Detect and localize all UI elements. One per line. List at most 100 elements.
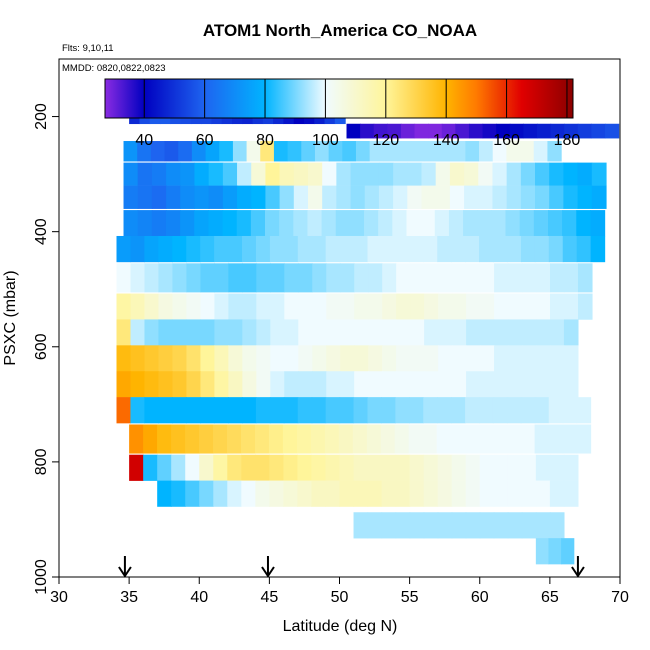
heatmap-cell bbox=[269, 480, 284, 507]
heatmap-cell bbox=[577, 263, 593, 293]
heatmap-cell bbox=[151, 162, 167, 186]
heatmap-cell bbox=[342, 141, 357, 162]
heatmap-cell bbox=[199, 454, 214, 481]
heatmap-cell bbox=[279, 185, 295, 209]
heatmap-cell bbox=[465, 397, 480, 424]
heatmap-cell bbox=[382, 371, 397, 398]
heatmap-cell bbox=[228, 319, 243, 346]
heatmap-cell bbox=[232, 141, 248, 162]
heatmap-cell bbox=[435, 162, 451, 186]
heatmap-cell bbox=[284, 319, 299, 346]
heatmap-cell bbox=[273, 141, 289, 162]
heatmap-cell bbox=[228, 397, 243, 424]
heatmap-cell bbox=[256, 263, 271, 293]
heatmap-cell bbox=[414, 123, 429, 139]
heatmap-cell bbox=[493, 512, 509, 539]
heatmap-cell bbox=[393, 162, 408, 186]
heatmap-cell bbox=[466, 319, 481, 346]
heatmap-cell bbox=[293, 210, 309, 237]
heatmap-cell bbox=[256, 371, 271, 398]
heatmap-cell bbox=[478, 185, 494, 209]
heatmap-cell bbox=[465, 454, 481, 481]
heatmap-cell bbox=[423, 454, 439, 481]
heatmap-cell bbox=[279, 162, 295, 186]
heatmap-cell bbox=[171, 480, 186, 507]
heatmap-cell bbox=[423, 512, 439, 539]
heatmap-cell bbox=[506, 235, 522, 263]
heatmap-cell bbox=[549, 512, 565, 539]
heatmap-cell bbox=[507, 512, 523, 539]
heatmap-cell bbox=[268, 424, 284, 454]
heatmap-cell bbox=[242, 263, 257, 293]
heatmap-cell bbox=[172, 345, 188, 372]
heatmap-cell bbox=[395, 397, 410, 424]
heatmap-cell bbox=[410, 345, 425, 372]
heatmap-cell bbox=[283, 397, 299, 424]
heatmap-cell bbox=[452, 319, 467, 346]
heatmap-cell bbox=[382, 345, 397, 372]
heatmap-cell bbox=[199, 424, 214, 454]
colorbar-tick-label: 120 bbox=[372, 132, 399, 149]
heatmap-cell bbox=[123, 210, 139, 237]
heatmap-cell bbox=[326, 263, 341, 293]
heatmap-cell bbox=[381, 235, 396, 263]
heatmap-cell bbox=[420, 210, 436, 237]
heatmap-cell bbox=[464, 162, 479, 186]
heatmap-cell bbox=[422, 424, 438, 454]
heatmap-cell bbox=[227, 454, 242, 481]
heatmap-cell bbox=[171, 454, 186, 481]
heatmap-cell bbox=[240, 424, 256, 454]
heatmap-cell bbox=[270, 293, 285, 320]
heatmap-cell bbox=[326, 319, 341, 346]
x-tick-label: 55 bbox=[401, 589, 419, 606]
heatmap-cell bbox=[479, 480, 495, 507]
heatmap-cell bbox=[536, 293, 551, 320]
heatmap-cell bbox=[448, 210, 464, 237]
heatmap-cell bbox=[373, 123, 388, 139]
heatmap-cell bbox=[321, 210, 337, 237]
heatmap-cell bbox=[436, 424, 452, 454]
heatmap-cell bbox=[130, 263, 146, 293]
heatmap-cell bbox=[382, 319, 397, 346]
heatmap-cells bbox=[116, 109, 620, 565]
heatmap-cell bbox=[508, 263, 523, 293]
heatmap-cell bbox=[562, 397, 578, 424]
colorbar-tick-label: 60 bbox=[196, 132, 214, 149]
heatmap-cell bbox=[325, 397, 341, 424]
heatmap-cell bbox=[310, 424, 326, 454]
heatmap-cell bbox=[311, 480, 327, 507]
heatmap-cell bbox=[549, 345, 565, 372]
heatmap-cell bbox=[298, 371, 313, 398]
heatmap-cell bbox=[270, 371, 285, 398]
heatmap-cell bbox=[228, 293, 243, 320]
heatmap-cell bbox=[480, 371, 495, 398]
heatmap-cell bbox=[256, 345, 271, 372]
heatmap-cell bbox=[314, 141, 330, 162]
heatmap-cell bbox=[466, 345, 481, 372]
heatmap-cell bbox=[172, 235, 187, 263]
heatmap-cell bbox=[549, 454, 565, 481]
heatmap-cell bbox=[396, 371, 411, 398]
heatmap-cell bbox=[395, 512, 411, 539]
heatmap-cell bbox=[396, 319, 411, 346]
heatmap-cell bbox=[144, 397, 159, 424]
heatmap-cell bbox=[521, 480, 537, 507]
heatmap-cell bbox=[452, 371, 467, 398]
heatmap-cell bbox=[130, 371, 146, 398]
heatmap-cell bbox=[421, 162, 437, 186]
heatmap-cell bbox=[346, 123, 361, 139]
heatmap-cell bbox=[222, 162, 238, 186]
heatmap-cell bbox=[123, 185, 139, 209]
heatmap-cell bbox=[205, 141, 220, 162]
heatmap-cell bbox=[449, 162, 465, 186]
heatmap-cell bbox=[451, 454, 467, 481]
heatmap-cell bbox=[255, 454, 270, 481]
heatmap-cell bbox=[428, 123, 443, 139]
heatmap-cell bbox=[409, 512, 425, 539]
heatmap-cell bbox=[423, 235, 438, 263]
heatmap-cell bbox=[312, 345, 327, 372]
heatmap-cell bbox=[270, 319, 285, 346]
heatmap-cell bbox=[563, 293, 579, 320]
heatmap-cell bbox=[479, 235, 494, 263]
